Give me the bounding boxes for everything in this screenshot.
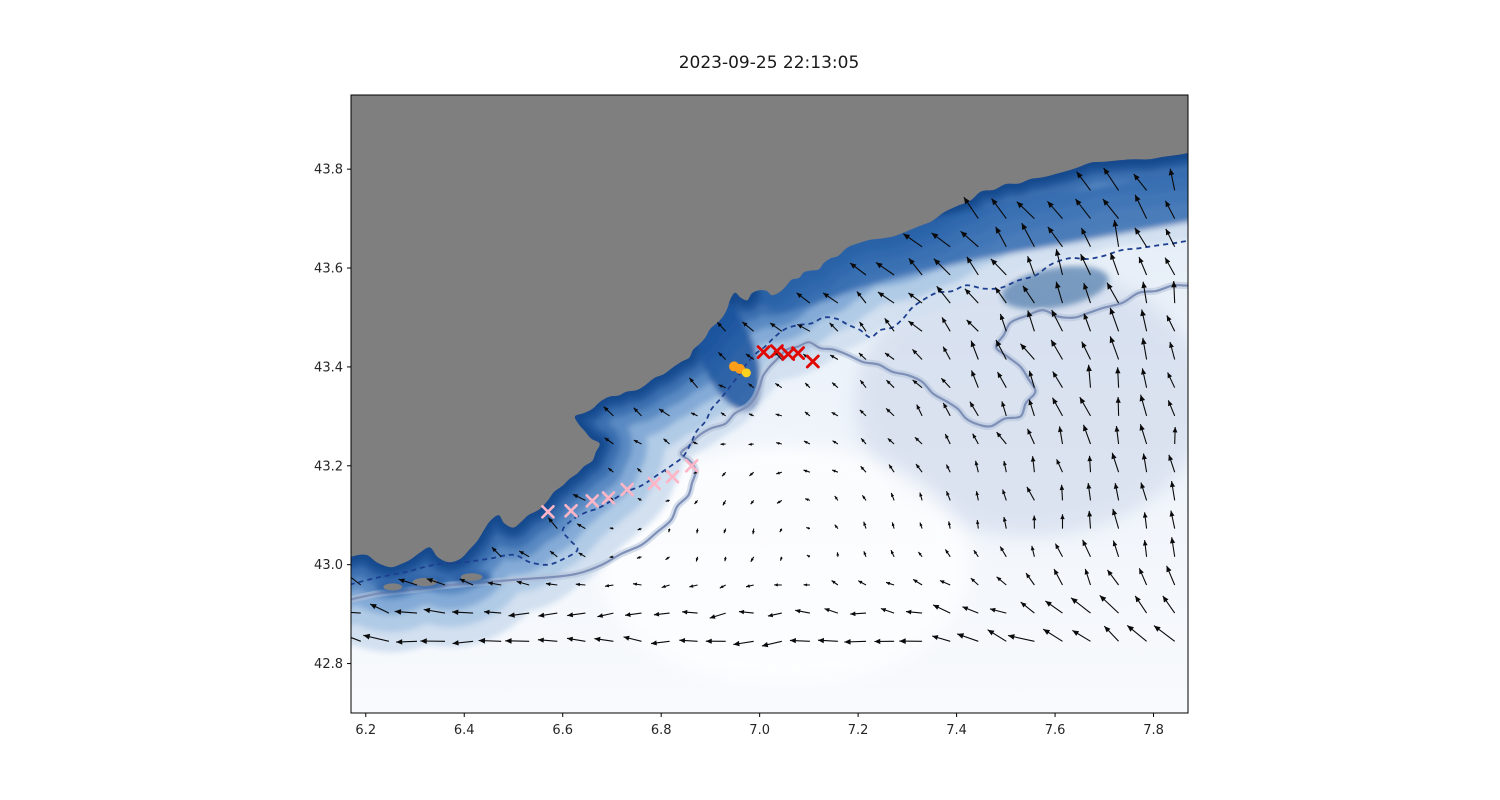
pink-x-marker bbox=[601, 491, 616, 505]
pink-x-marker bbox=[665, 469, 680, 484]
red-x-marker bbox=[769, 344, 784, 358]
red-x-marker bbox=[791, 346, 805, 360]
y-tick-label: 43.4 bbox=[314, 360, 343, 375]
x-tick-label: 7.4 bbox=[946, 723, 967, 738]
x-tick-label: 7.8 bbox=[1143, 723, 1164, 738]
red-x-marker bbox=[756, 345, 771, 359]
x-tick-label: 6.6 bbox=[552, 723, 573, 738]
markers-layer bbox=[541, 344, 820, 519]
island bbox=[460, 573, 483, 581]
contour-layer bbox=[351, 239, 1188, 604]
pink-x-marker bbox=[541, 504, 555, 519]
plot-frame bbox=[350, 94, 1189, 714]
x-tick-label: 7.6 bbox=[1045, 723, 1066, 738]
y-tick-label: 43.8 bbox=[314, 163, 343, 178]
y-tick-label: 43.2 bbox=[314, 459, 343, 474]
navy-dashed-contour bbox=[351, 239, 1188, 586]
x-tick-label: 7.2 bbox=[848, 723, 869, 738]
island bbox=[383, 583, 403, 591]
x-tick-label: 6.4 bbox=[454, 723, 475, 738]
red-x-marker bbox=[805, 354, 820, 369]
pink-x-marker bbox=[684, 459, 699, 473]
land-mass bbox=[351, 95, 1188, 568]
y-tick-label: 43.0 bbox=[314, 558, 343, 573]
y-tick-label: 42.8 bbox=[314, 657, 343, 672]
plot-layers: 6.2 6.4 6.6 6.8 7.0 7.2 7.4 7.6 7.8 42.8 43.0 43.2 4… bbox=[314, 94, 1189, 738]
x-tick-label: 7.0 bbox=[749, 723, 770, 738]
yellow-dot-marker bbox=[741, 368, 751, 378]
axes-layer: 6.2 6.4 6.6 6.8 7.0 7.2 7.4 7.6 7.8 42.8 43.0 43.2 4… bbox=[314, 94, 1189, 738]
plot-title: 2023-09-25 22:13:05 bbox=[679, 53, 860, 73]
x-tick-label: 6.8 bbox=[651, 723, 672, 738]
y-tick-label: 43.6 bbox=[314, 262, 343, 277]
pink-x-marker bbox=[564, 503, 578, 518]
pink-x-marker bbox=[620, 482, 635, 497]
slate-contour bbox=[351, 283, 1188, 601]
pink-x-marker bbox=[647, 476, 662, 491]
pink-x-marker bbox=[585, 494, 600, 508]
x-tick-label: 6.2 bbox=[355, 723, 376, 738]
